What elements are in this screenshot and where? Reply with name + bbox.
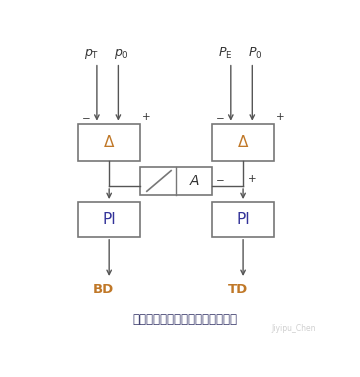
Text: Jiyipu_Chen: Jiyipu_Chen [271, 323, 316, 333]
Text: $A$: $A$ [189, 174, 200, 188]
Text: $p_{0}$: $p_{0}$ [114, 47, 129, 61]
Text: $\Delta$: $\Delta$ [237, 135, 249, 150]
Text: $+$: $+$ [141, 111, 151, 122]
Text: PI: PI [102, 212, 116, 227]
Bar [212, 124, 274, 161]
Text: $P_{0}$: $P_{0}$ [248, 46, 262, 61]
Text: $\Delta$: $\Delta$ [103, 135, 115, 150]
Text: $P_{\mathrm{E}}$: $P_{\mathrm{E}}$ [218, 46, 233, 61]
Bar [140, 167, 212, 195]
Text: PI: PI [236, 212, 250, 227]
Text: $+$: $+$ [275, 111, 285, 122]
Text: BD: BD [93, 283, 114, 296]
Text: 以锅炉跟随为基础的协调控制系统: 以锅炉跟随为基础的协调控制系统 [132, 313, 237, 326]
Bar [78, 124, 140, 161]
Bar [78, 202, 140, 237]
Bar [212, 202, 274, 237]
Text: $-$: $-$ [215, 174, 225, 184]
Text: $-$: $-$ [215, 112, 225, 122]
Text: $p_{\mathrm{T}}$: $p_{\mathrm{T}}$ [84, 47, 99, 61]
Text: TD: TD [228, 283, 248, 296]
Text: $-$: $-$ [81, 112, 91, 122]
Text: $+$: $+$ [247, 173, 257, 184]
